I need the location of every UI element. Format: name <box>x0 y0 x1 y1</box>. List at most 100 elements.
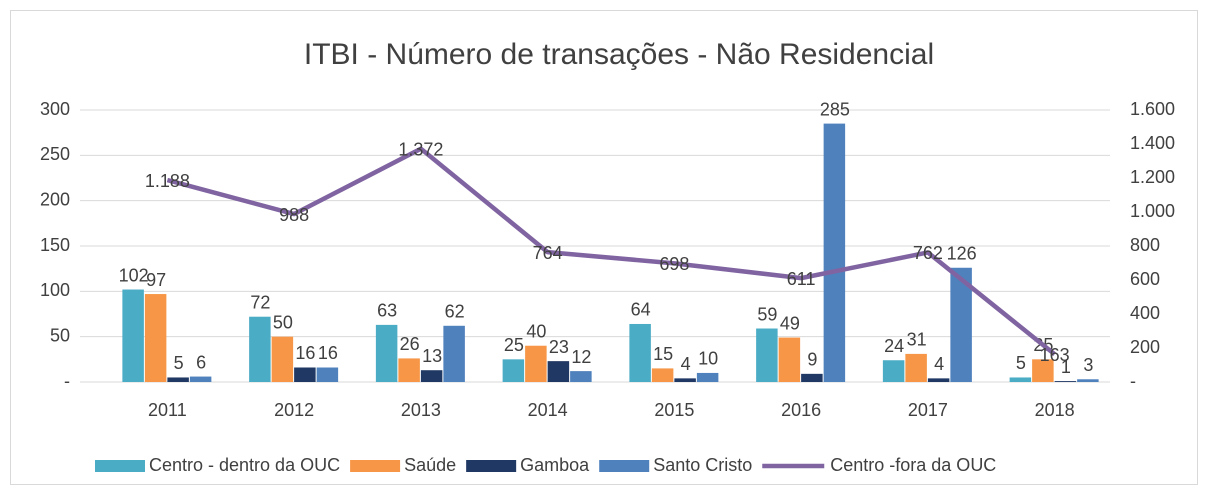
data-label: 285 <box>820 99 850 119</box>
data-label: 6 <box>196 352 206 372</box>
bar <box>823 123 846 382</box>
bar <box>1054 381 1077 382</box>
data-label: 988 <box>279 205 309 225</box>
bar <box>1077 379 1099 382</box>
bar <box>801 373 823 382</box>
data-label: 62 <box>445 302 465 322</box>
data-label: 49 <box>780 313 800 333</box>
data-label: 126 <box>947 244 977 264</box>
y2-tick-label: 800 <box>1130 235 1160 255</box>
bar <box>294 367 316 382</box>
data-label: 23 <box>549 337 569 357</box>
y-tick-label: 200 <box>40 189 70 209</box>
y2-tick-label: 1.000 <box>1130 201 1175 221</box>
bar <box>927 378 950 382</box>
data-label: 16 <box>318 343 338 363</box>
data-label: 163 <box>1040 345 1070 365</box>
data-label: 762 <box>913 243 943 263</box>
bar <box>1009 377 1032 382</box>
x-tick-label: 2014 <box>528 400 568 420</box>
bar <box>905 353 927 382</box>
y2-tick-label: 1.200 <box>1130 167 1175 187</box>
data-label: 4 <box>934 354 944 374</box>
data-label: 5 <box>1016 353 1026 373</box>
bar <box>674 378 696 382</box>
bar <box>547 361 570 382</box>
data-label: 72 <box>250 292 270 312</box>
bar <box>525 345 547 382</box>
x-tick-label: 2011 <box>148 400 187 420</box>
x-tick-label: 2013 <box>401 400 441 420</box>
data-label: 1.372 <box>398 140 443 160</box>
bar <box>950 267 972 382</box>
data-label: 59 <box>757 304 777 324</box>
y2-tick-label: 1.600 <box>1130 99 1175 119</box>
y-tick-label: - <box>64 371 70 391</box>
y-tick-label: 150 <box>40 235 70 255</box>
y2-tick-label: 1.400 <box>1130 133 1175 153</box>
y-tick-label: 250 <box>40 144 70 164</box>
data-label: 9 <box>807 350 817 370</box>
bar <box>249 316 271 382</box>
data-label: 12 <box>571 347 591 367</box>
y2-tick-label: 400 <box>1130 303 1160 323</box>
y2-tick-label: 200 <box>1130 337 1160 357</box>
x-tick-label: 2016 <box>781 400 821 420</box>
data-label: 63 <box>377 301 397 321</box>
bar <box>398 358 420 382</box>
data-label: 5 <box>174 353 184 373</box>
data-label: 1.188 <box>145 171 190 191</box>
data-label: 97 <box>146 270 166 290</box>
chart-title: ITBI - Número de transações - Não Reside… <box>304 38 934 71</box>
bar <box>144 294 167 382</box>
bar <box>375 324 398 382</box>
legend-swatch <box>466 460 517 472</box>
y2-tick-label: - <box>1130 371 1136 391</box>
legend-label: Gamboa <box>520 455 590 475</box>
data-label: 50 <box>273 312 293 332</box>
data-label: 3 <box>1083 355 1093 375</box>
data-label: 16 <box>295 343 315 363</box>
bar <box>696 372 719 382</box>
legend-label: Centro -fora da OUC <box>830 455 996 475</box>
legend-label: Santo Cristo <box>653 455 752 475</box>
x-tick-label: 2017 <box>908 400 948 420</box>
data-label: 102 <box>119 265 149 285</box>
data-label: 15 <box>653 344 673 364</box>
data-label: 13 <box>422 346 442 366</box>
y-tick-label: 300 <box>40 99 70 119</box>
data-label: 1 <box>1061 357 1071 377</box>
bar <box>167 377 189 382</box>
bar <box>271 336 294 382</box>
bar <box>420 370 443 382</box>
chart-border <box>10 10 1198 485</box>
legend-swatch <box>95 460 145 472</box>
data-label: 611 <box>787 269 816 289</box>
data-label: 31 <box>907 330 927 350</box>
data-label: 26 <box>400 334 420 354</box>
x-tick-label: 2018 <box>1035 400 1075 420</box>
y-tick-label: 100 <box>40 280 70 300</box>
data-label: 64 <box>631 300 651 320</box>
legend-label: Centro - dentro da OUC <box>149 455 340 475</box>
bar <box>570 371 592 382</box>
bar <box>443 325 465 382</box>
bar <box>882 360 905 382</box>
legend-swatch <box>350 460 401 472</box>
data-label: 10 <box>698 349 718 369</box>
data-label: 4 <box>681 354 691 374</box>
bar <box>189 376 212 382</box>
data-label: 25 <box>504 335 524 355</box>
bar <box>629 323 651 382</box>
y-tick-label: 50 <box>50 325 70 345</box>
bar <box>1032 359 1054 382</box>
bar <box>502 359 525 382</box>
data-label: 698 <box>659 254 689 274</box>
bar <box>651 368 674 382</box>
x-tick-label: 2015 <box>654 400 694 420</box>
legend-swatch <box>599 460 650 472</box>
data-label: 24 <box>884 336 904 356</box>
legend-label: Saúde <box>404 455 456 475</box>
line-series <box>166 146 1057 357</box>
x-tick-label: 2012 <box>274 400 314 420</box>
